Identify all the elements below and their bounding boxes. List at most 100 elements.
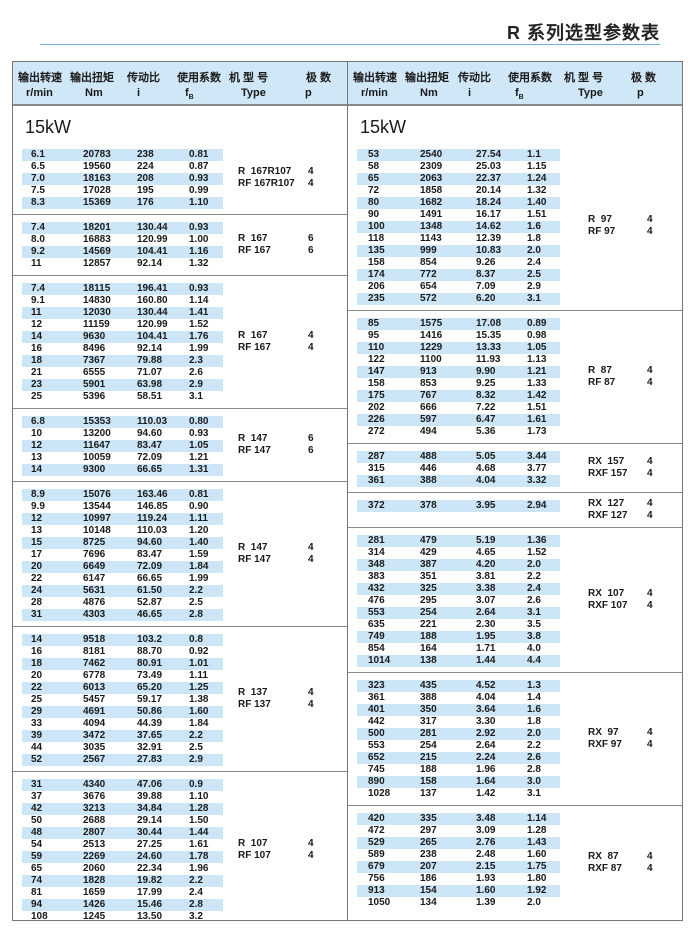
model-type-block: R 137 4 RF 137 4 <box>13 687 347 711</box>
torque-cell: 18163 <box>83 173 111 184</box>
table-row: 90 1491 16.17 1.51 <box>348 209 682 221</box>
torque-cell: 295 <box>420 595 437 606</box>
speed-cell: 323 <box>368 680 385 691</box>
speed-cell: 348 <box>368 559 385 570</box>
ratio-cell: 27.83 <box>137 754 163 765</box>
service-factor-cell: 0.81 <box>189 149 209 160</box>
service-factor-cell: 2.9 <box>189 379 203 390</box>
service-factor-cell: 2.8 <box>189 899 203 910</box>
pole-count: 6 <box>308 433 314 444</box>
column-header-label: 使用系数 <box>508 72 552 84</box>
model-section: 14 9518 103.2 0.8 16 8181 88.70 0.92 18 7462 80.91… <box>13 627 347 772</box>
column-header-label: 机 型 号 <box>564 72 604 84</box>
service-factor-cell: 0.87 <box>189 161 209 172</box>
table-row: 95 1416 15.35 0.98 <box>348 330 682 342</box>
speed-cell: 48 <box>31 827 43 838</box>
torque-cell: 2513 <box>83 839 106 850</box>
pole-count: 4 <box>647 600 653 611</box>
torque-cell: 19560 <box>83 161 111 172</box>
pole-count: 4 <box>647 365 653 376</box>
torque-cell: 446 <box>420 463 437 474</box>
speed-cell: 13 <box>31 525 43 536</box>
model-type: RXF 107 <box>588 600 628 611</box>
torque-cell: 6649 <box>83 561 106 572</box>
power-heading: 15kW <box>348 106 682 142</box>
ratio-cell: 119.24 <box>137 513 168 524</box>
torque-cell: 16883 <box>83 234 111 245</box>
model-type-line: RX 87 4 <box>348 851 682 863</box>
service-factor-cell: 1.32 <box>527 185 547 196</box>
torque-cell: 999 <box>420 245 437 256</box>
speed-cell: 80 <box>368 197 380 208</box>
ratio-cell: 1.39 <box>476 897 496 908</box>
speed-cell: 202 <box>368 402 385 413</box>
service-factor-cell: 1.21 <box>527 366 547 377</box>
ratio-cell: 94.60 <box>137 537 163 548</box>
table-row: 323 435 4.52 1.3 <box>348 680 682 692</box>
torque-cell: 20783 <box>83 149 111 160</box>
table-row: 12 11159 120.99 1.52 <box>13 319 347 331</box>
torque-cell: 254 <box>420 740 437 751</box>
table-row: 1028 137 1.42 3.1 <box>348 788 682 800</box>
table-row: 13 10059 72.09 1.21 <box>13 452 347 464</box>
model-type: RXF 157 <box>588 468 628 479</box>
speed-cell: 39 <box>31 730 43 741</box>
torque-cell: 13200 <box>83 428 111 439</box>
torque-cell: 351 <box>420 571 437 582</box>
ratio-cell: 5.05 <box>476 451 496 462</box>
service-factor-cell: 1.40 <box>527 197 547 208</box>
speed-cell: 281 <box>368 535 385 546</box>
speed-cell: 175 <box>368 390 385 401</box>
torque-cell: 2269 <box>83 851 106 862</box>
ratio-cell: 24.60 <box>137 851 163 862</box>
speed-cell: 854 <box>368 643 385 654</box>
service-factor-cell: 1.28 <box>189 803 209 814</box>
column-header-label: 输出扭矩 <box>405 72 449 84</box>
speed-cell: 22 <box>31 573 43 584</box>
table-row: 472 297 3.09 1.28 <box>348 825 682 837</box>
table-row: 122 1100 11.93 1.13 <box>348 354 682 366</box>
speed-cell: 1028 <box>368 788 391 799</box>
table-row: 22 6147 66.65 1.99 <box>13 573 347 585</box>
table-row: 74 1828 19.82 2.2 <box>13 875 347 887</box>
speed-cell: 553 <box>368 607 385 618</box>
speed-cell: 21 <box>31 367 43 378</box>
table-row: 29 4691 50.86 1.60 <box>13 706 347 718</box>
speed-cell: 652 <box>368 752 385 763</box>
torque-cell: 9518 <box>83 634 106 645</box>
speed-cell: 33 <box>31 718 43 729</box>
table-row: 158 853 9.25 1.33 <box>348 378 682 390</box>
pole-count: 4 <box>647 456 653 467</box>
table-row: 749 188 1.95 3.8 <box>348 631 682 643</box>
torque-cell: 7367 <box>83 355 106 366</box>
ratio-cell: 2.64 <box>476 740 496 751</box>
ratio-cell: 4.04 <box>476 692 496 703</box>
ratio-cell: 146.85 <box>137 501 168 512</box>
torque-cell: 207 <box>420 861 437 872</box>
torque-cell: 378 <box>420 500 437 511</box>
service-factor-cell: 2.0 <box>527 559 541 570</box>
table-row: 432 325 3.38 2.4 <box>348 583 682 595</box>
speed-cell: 16 <box>31 646 43 657</box>
column-unit: Type <box>241 87 266 99</box>
table-row: 50 2688 29.14 1.50 <box>13 815 347 827</box>
ratio-cell: 3.38 <box>476 583 496 594</box>
ratio-cell: 73.49 <box>137 670 163 681</box>
ratio-cell: 9.26 <box>476 257 496 268</box>
torque-cell: 1426 <box>83 899 106 910</box>
table-row: 147 913 9.90 1.21 <box>348 366 682 378</box>
service-factor-cell: 1.6 <box>527 221 541 232</box>
torque-cell: 8725 <box>83 537 106 548</box>
column-unit-text: f <box>515 87 519 99</box>
model-type-line: R 137 4 <box>13 687 347 699</box>
ratio-cell: 3.64 <box>476 704 496 715</box>
service-factor-cell: 2.5 <box>527 269 541 280</box>
service-factor-cell: 1.32 <box>189 258 209 269</box>
torque-cell: 188 <box>420 764 437 775</box>
speed-cell: 12 <box>31 319 43 330</box>
table-row: 110 1229 13.33 1.05 <box>348 342 682 354</box>
model-type: RXF 127 <box>588 510 628 521</box>
speed-cell: 74 <box>31 875 43 886</box>
ratio-cell: 3.95 <box>476 500 496 511</box>
model-type-block: RX 157 4 RXF 157 4 <box>348 456 682 480</box>
